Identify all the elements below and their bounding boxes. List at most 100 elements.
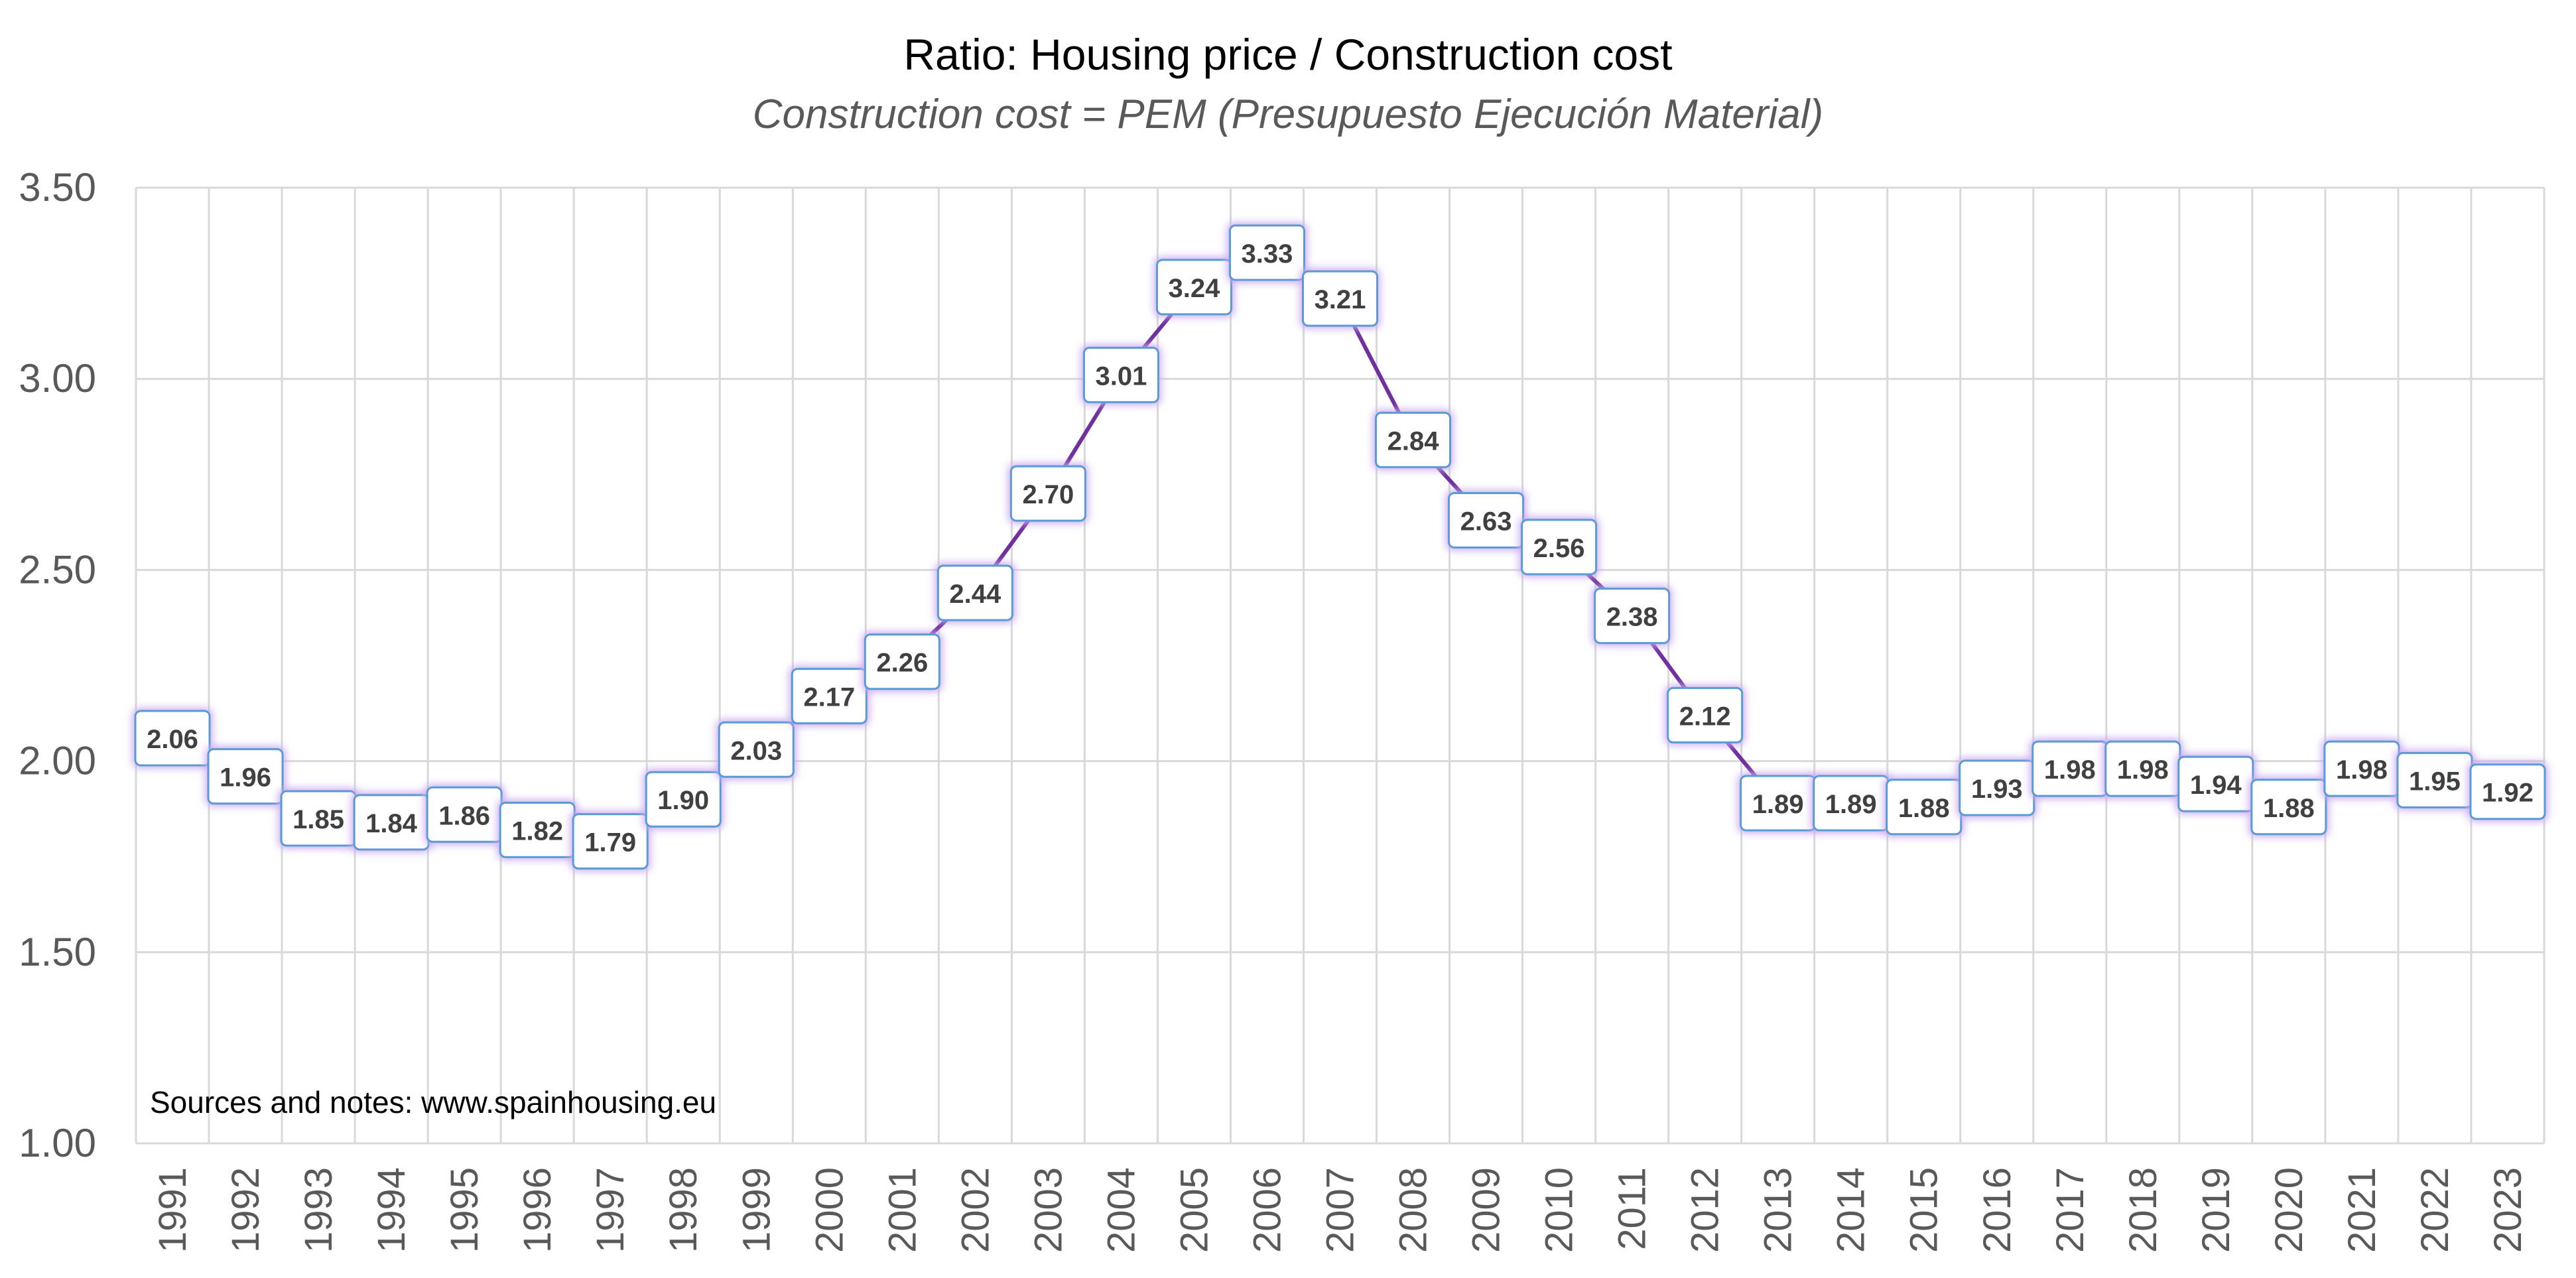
data-label-box	[1082, 346, 1159, 403]
x-tick-label: 2014	[1830, 1167, 1873, 1253]
x-tick-label: 2015	[1903, 1167, 1946, 1253]
data-label: 1.98	[2102, 739, 2183, 799]
data-label: 2.84	[1373, 410, 1453, 470]
data-label-value: 1.98	[2044, 755, 2096, 785]
data-label-value: 2.70	[1022, 480, 1074, 509]
y-axis: 1.00 1.50 2.00 2.50 3.00 3.50	[19, 165, 96, 1165]
data-label-value: 2.38	[1606, 603, 1658, 632]
data-label: 2.63	[1446, 490, 1526, 550]
x-tick-label: 2009	[1465, 1167, 1508, 1253]
data-label: 1.86	[424, 785, 505, 845]
data-label-value: 1.89	[1752, 790, 1804, 819]
data-label: 1.94	[2175, 754, 2256, 814]
data-label: 3.33	[1227, 222, 1307, 283]
data-label: 2.03	[716, 720, 797, 780]
x-tick-label: 2018	[2122, 1167, 2165, 1253]
data-label-value: 2.63	[1460, 507, 1512, 536]
y-tick-label: 3.50	[19, 165, 96, 210]
data-label-value: 1.93	[1971, 775, 2023, 804]
data-label: 1.93	[1957, 757, 2037, 818]
data-label-value: 1.98	[2336, 755, 2388, 785]
data-label-value: 1.85	[292, 805, 344, 834]
data-label: 1.96	[206, 746, 286, 806]
data-label: 2.38	[1592, 586, 1672, 646]
x-tick-label: 2003	[1027, 1167, 1070, 1253]
y-tick-label: 1.00	[19, 1121, 96, 1165]
data-label-value: 1.98	[2117, 755, 2169, 785]
y-tick-label: 1.50	[19, 930, 96, 974]
data-label-value: 2.84	[1387, 426, 1440, 456]
data-label: 3.24	[1154, 257, 1234, 317]
data-label-value: 1.88	[1898, 794, 1950, 823]
data-label: 1.79	[570, 811, 651, 871]
data-label: 3.01	[1081, 345, 1161, 405]
data-label-value: 1.94	[2190, 771, 2242, 800]
x-tick-label: 2004	[1100, 1167, 1143, 1253]
data-label-value: 3.01	[1095, 361, 1147, 391]
data-label-box	[645, 771, 722, 828]
data-label-value: 1.95	[2409, 767, 2461, 796]
x-tick-label: 2019	[2195, 1167, 2238, 1253]
x-tick-label: 2012	[1684, 1167, 1727, 1253]
data-label-value: 2.17	[803, 683, 855, 712]
x-tick-label: 1991	[151, 1167, 194, 1253]
data-label: 2.56	[1519, 517, 1599, 577]
x-tick-label: 2002	[954, 1167, 997, 1253]
x-tick-label: 2016	[1976, 1167, 2019, 1253]
data-label-box	[207, 748, 284, 805]
data-label: 1.95	[2394, 750, 2475, 810]
x-tick-label: 1995	[443, 1167, 486, 1253]
data-label-box	[1009, 465, 1086, 522]
x-tick-label: 2001	[881, 1167, 924, 1253]
x-tick-label: 2008	[1392, 1167, 1435, 1253]
data-label: 2.06	[133, 708, 213, 769]
data-label-value: 2.44	[949, 580, 1001, 609]
data-label-box	[1302, 270, 1378, 327]
data-label: 3.21	[1300, 269, 1380, 329]
data-label-value: 3.24	[1169, 274, 1221, 303]
x-tick-label: 1997	[589, 1167, 632, 1253]
x-tick-label: 1999	[735, 1167, 778, 1253]
x-axis: 1991 1992 1993 1994 1995 1996 1997 1998 1999 2000…	[151, 1167, 2530, 1253]
data-label: 1.89	[1738, 773, 1818, 834]
data-label-value: 1.84	[365, 809, 418, 838]
x-tick-label: 2022	[2414, 1167, 2457, 1253]
x-tick-label: 1994	[370, 1167, 413, 1253]
chart-title: Ratio: Housing price / Construction cost	[903, 30, 1672, 79]
y-tick-label: 2.50	[19, 547, 96, 592]
source-note: Sources and notes: www.spainhousing.eu	[150, 1085, 716, 1119]
data-labels: 2.06 1.96 1.85 1.84 1.86 1.82 1.79 1.90 2.03 2.17…	[133, 222, 2547, 871]
data-label-box	[791, 668, 868, 725]
data-label: 1.84	[352, 792, 432, 852]
data-label: 2.44	[935, 562, 1015, 623]
data-label-value: 3.33	[1242, 239, 1293, 269]
x-tick-label: 2010	[1538, 1167, 1581, 1253]
x-tick-label: 2006	[1246, 1167, 1289, 1253]
data-label: 1.98	[2029, 739, 2110, 799]
data-label: 1.92	[2467, 761, 2547, 822]
data-label-value: 1.92	[2482, 779, 2534, 808]
data-label-box	[718, 721, 795, 778]
y-tick-label: 3.00	[19, 356, 96, 401]
data-label-value: 1.88	[2263, 794, 2315, 823]
data-label-box	[1228, 224, 1305, 281]
x-tick-label: 1996	[516, 1167, 559, 1253]
data-label-box	[936, 564, 1013, 621]
data-label: 1.85	[279, 789, 359, 849]
data-label: 2.26	[862, 631, 942, 692]
data-label-value: 2.12	[1679, 702, 1731, 731]
data-label-value: 2.03	[730, 736, 782, 765]
chart-subtitle: Construction cost = PEM (Presupuesto Eje…	[753, 92, 1823, 137]
x-tick-label: 2023	[2486, 1167, 2530, 1253]
data-label: 2.12	[1665, 685, 1745, 745]
data-label-box	[2250, 779, 2327, 836]
x-tick-label: 1993	[297, 1167, 340, 1253]
x-tick-label: 2011	[1611, 1167, 1654, 1250]
data-label-value: 1.82	[511, 816, 563, 846]
x-tick-label: 2005	[1173, 1167, 1216, 1253]
data-label: 1.98	[2321, 739, 2402, 799]
data-label: 1.88	[2248, 777, 2329, 837]
data-label-box	[572, 813, 649, 870]
x-tick-label: 2021	[2341, 1167, 2384, 1253]
